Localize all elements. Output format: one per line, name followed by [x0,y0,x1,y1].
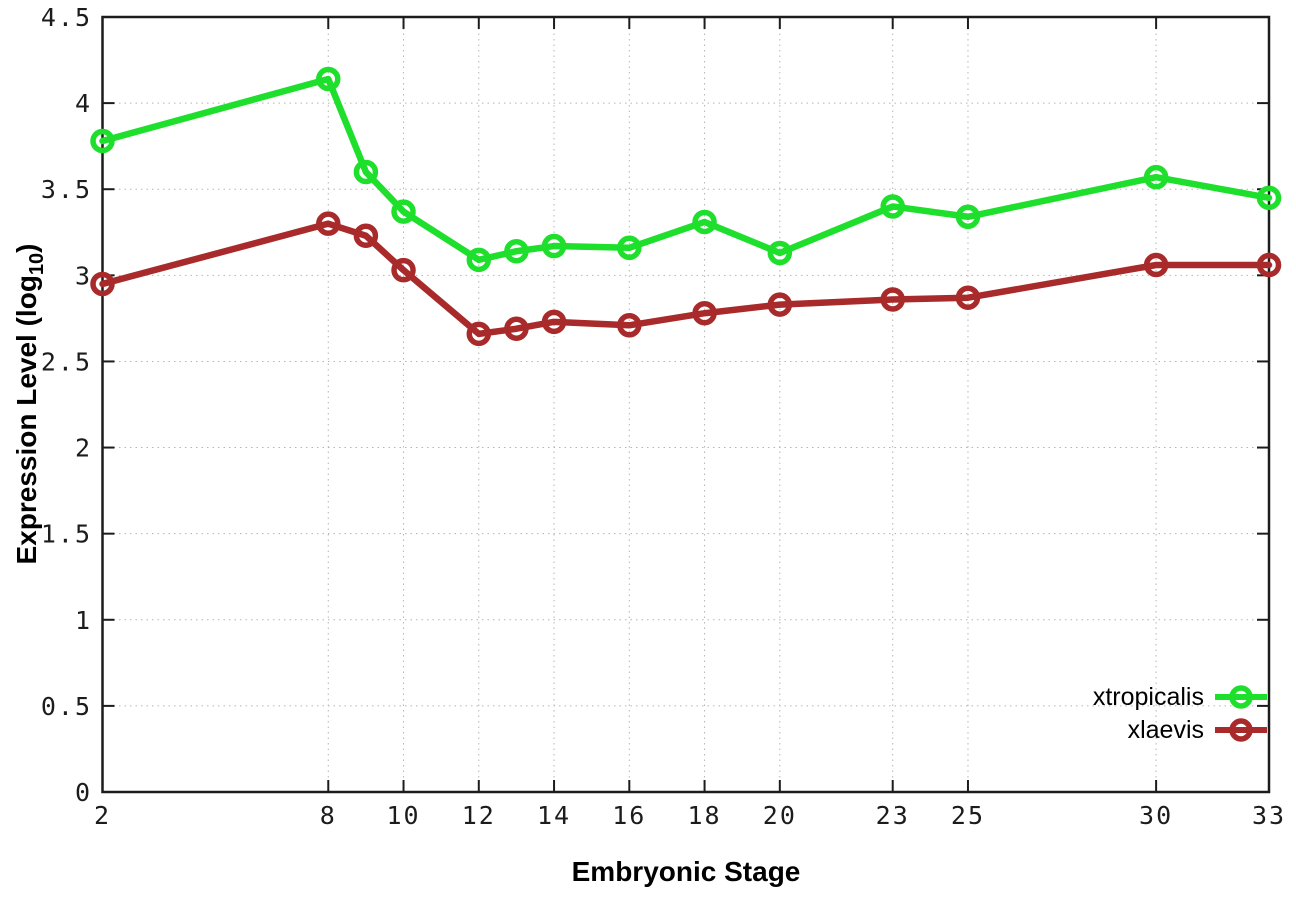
y-tick-label: 4.5 [41,3,92,32]
y-tick-label: 2 [75,434,92,463]
x-tick-label: 14 [537,801,571,830]
data-point-xlaevis [692,300,717,326]
y-tick-label: 1.5 [41,520,92,549]
data-point-xtropicalis [90,128,115,154]
data-point-xtropicalis [316,66,341,92]
x-tick-label: 2 [94,801,111,830]
legend-marker-xtropicalis [1215,685,1267,709]
data-point-xtropicalis [1143,164,1169,190]
data-point-xtropicalis [955,204,981,230]
y-axis-label: Expression Level (log10) [11,244,49,565]
x-tick-label: 12 [462,801,496,830]
data-point-xlaevis [880,287,905,312]
plot-border [101,15,1271,794]
data-point-xtropicalis [466,247,492,273]
data-point-xlaevis [504,316,529,341]
data-point-xlaevis [955,285,981,310]
x-tick-label: 23 [876,801,910,830]
y-tick-label: 3.5 [41,175,92,204]
data-point-xtropicalis [880,194,905,219]
data-point-xlaevis [353,223,379,248]
legend-entry-xlaevis: xlaevis [1093,717,1268,743]
x-tick-label: 8 [320,801,337,830]
legend-entry-xtropicalis: xtropicalis [1093,684,1268,710]
data-point-xtropicalis [692,209,717,235]
y-axis-label-subscript: 10 [25,252,48,276]
y-tick-label: 4 [75,89,92,118]
legend-label-xtropicalis: xtropicalis [1092,683,1204,711]
legend-marker-xlaevis [1215,718,1267,742]
x-tick-label: 16 [612,801,646,830]
y-axis-label-text: Expression Level (log [11,275,43,565]
data-point-xlaevis [316,211,341,236]
data-point-xlaevis [391,257,416,283]
y-tick-label: 1 [75,606,92,635]
x-tick-label: 18 [688,801,722,830]
data-point-xtropicalis [504,238,529,264]
legend-label-xlaevis: xlaevis [1127,716,1204,744]
x-tick-label: 30 [1139,801,1173,830]
data-point-xtropicalis [767,240,793,266]
x-tick-label: 33 [1252,801,1286,830]
y-tick-label: 2.5 [41,347,92,376]
y-tick-label: 0.5 [41,692,92,721]
data-point-xtropicalis [353,159,379,185]
y-axis-label-close: ) [11,243,43,253]
data-point-xtropicalis [391,199,416,224]
data-point-xtropicalis [617,235,642,261]
x-tick-label: 20 [763,801,797,830]
data-point-xlaevis [1256,252,1282,278]
data-point-xtropicalis [1256,185,1282,211]
x-tick-label: 10 [386,801,420,830]
x-tick-label: 25 [951,801,985,830]
data-point-xlaevis [1143,252,1169,278]
data-point-xlaevis [90,271,115,297]
data-point-xlaevis [767,292,793,317]
data-point-xlaevis [617,313,642,338]
data-point-xlaevis [466,321,492,347]
series-line-xlaevis [99,220,1273,338]
x-axis-label: Embryonic Stage [571,856,801,887]
legend: xtropicalis xlaevis [1093,684,1268,743]
y-tick-label: 0 [75,778,92,807]
data-point-xlaevis [541,309,567,335]
data-point-xtropicalis [541,233,567,259]
y-tick-label: 3 [75,261,92,290]
series-line-xtropicalis [99,75,1273,264]
